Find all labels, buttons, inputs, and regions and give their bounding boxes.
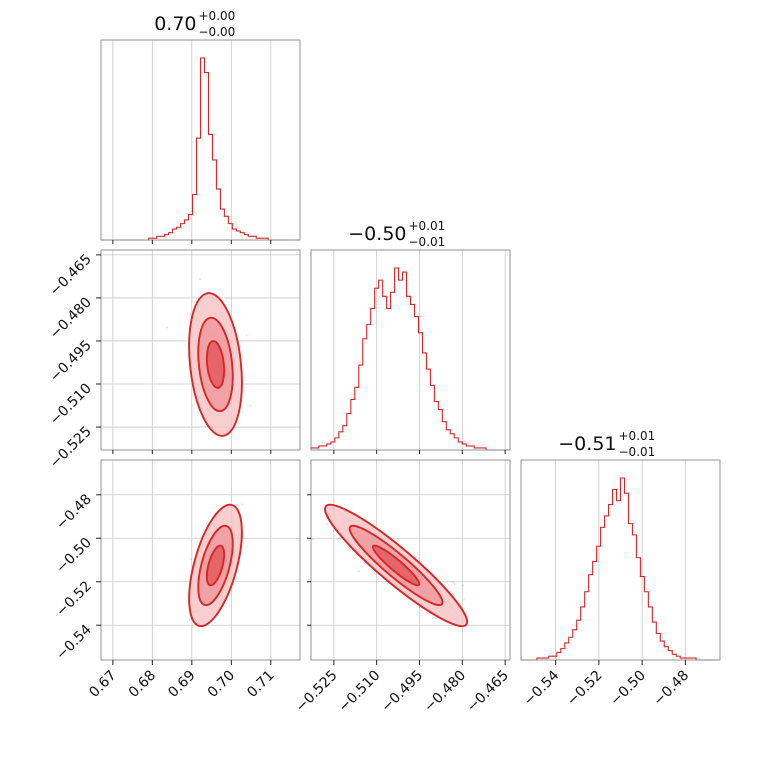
sample-point [241,503,244,506]
histogram-1 [310,267,510,451]
sample-point [165,326,168,329]
scatter-panel-2-0 [100,459,301,661]
sample-point [189,557,192,561]
x-tick-label: −0.50 [607,668,649,710]
sample-point [348,547,351,551]
y-tick-label: −0.510 [47,381,95,429]
hist-panel-2: −0.51 +0.01 −0.01 [520,429,721,661]
sample-point [199,278,202,281]
sample-point [453,582,456,586]
panel-title-0: 0.70 [154,13,196,35]
hist-frame [100,39,301,241]
histogram-0 [101,57,300,241]
y-tick-label: −0.54 [53,622,95,664]
x-tick-label: −0.480 [421,668,469,716]
scatter-panel-1-0 [100,249,301,451]
contour-fill [206,545,225,586]
y-tick-label: −0.52 [53,578,95,620]
y-tick-label: −0.465 [47,251,95,299]
histogram-2 [521,477,720,661]
hist-panel-1: −0.50 +0.01 −0.01 [310,219,511,451]
x-tick-label: −0.495 [378,668,426,716]
contour-fill [206,341,225,388]
contour-line [188,503,243,628]
y-tick-label: −0.50 [53,535,95,577]
contour-line [371,544,421,587]
x-tick-label: −0.54 [521,667,563,709]
hist-panel-0: 0.70 +0.00 −0.00 [100,9,301,241]
panel-title-plus-2: +0.01 [619,429,656,443]
contour-line [205,340,226,389]
sample-point [245,333,248,337]
sample-point [325,522,328,526]
panel-title-plus-1: +0.01 [409,219,446,233]
x-tick-label: 0.69 [165,668,198,701]
sample-point [189,312,192,316]
panel-title-minus-1: −0.01 [409,235,446,249]
scatter-frame [100,249,301,451]
x-tick-label: 0.67 [86,668,119,701]
scatter-frame [310,459,511,661]
sample-point [451,592,454,596]
y-tick-label: −0.48 [53,491,95,533]
contour-line [197,524,234,607]
sample-point [297,534,299,536]
x-tick-label: −0.510 [336,668,384,716]
x-tick-label: −0.52 [564,668,606,710]
contour-line [197,316,234,413]
sample-point [239,345,242,349]
scatter-frame [100,459,301,661]
sample-point [236,503,239,506]
panel-title-1: −0.50 [348,223,406,245]
contour-fill [372,545,420,586]
sample-point [461,584,465,587]
sample-point [357,570,361,573]
hist-frame [310,249,511,451]
panel-title-2: −0.51 [558,433,616,455]
sample-point [239,410,242,413]
panel-title-plus-0: +0.00 [199,9,236,23]
contour-line [205,544,226,587]
sample-point [311,538,314,541]
sample-point [420,560,423,563]
panel-title-minus-0: −0.00 [199,25,236,39]
sample-point [354,553,357,556]
panel-title-minus-2: −0.01 [619,445,656,459]
y-tick-label: −0.525 [47,424,95,472]
x-tick-label: −0.465 [464,668,512,716]
sample-point [453,592,456,596]
x-tick-label: 0.71 [244,668,277,701]
y-tick-label: −0.495 [47,337,95,385]
contour-line [348,524,444,607]
x-tick-label: 0.68 [126,668,159,701]
sample-point [349,549,352,552]
sample-point [463,598,466,601]
x-tick-label: 0.70 [205,668,238,701]
contour-line [188,292,243,437]
sample-point [346,549,350,552]
contour-line [324,503,469,628]
sample-point [248,404,252,407]
y-tick-label: −0.480 [47,294,95,342]
hist-frame [520,459,721,661]
x-tick-label: −0.525 [293,668,341,716]
x-tick-label: −0.48 [651,668,693,710]
sample-point [451,580,454,583]
scatter-panel-2-1 [297,459,511,661]
